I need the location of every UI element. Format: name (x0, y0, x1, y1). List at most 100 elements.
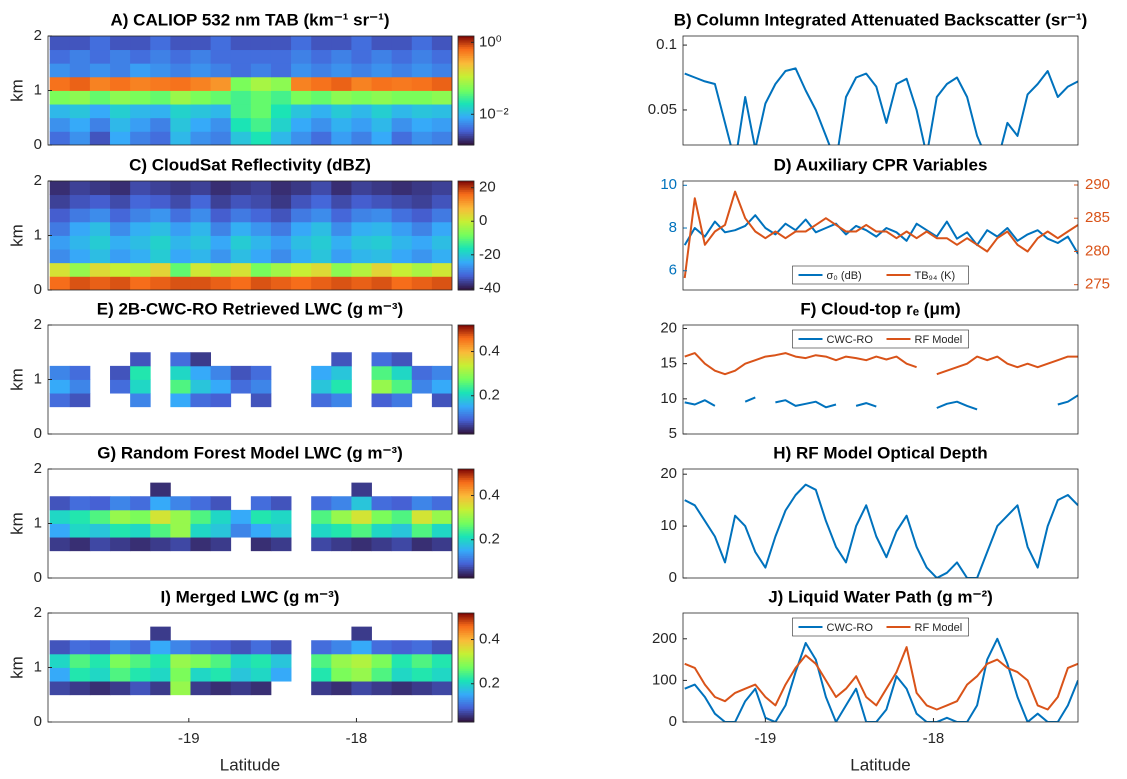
heatmap-cell (291, 221, 312, 236)
legend-label: RF Model (915, 334, 963, 346)
heatmap-cell (110, 509, 131, 524)
heatmap-cell (210, 117, 232, 132)
colorbar-segment (458, 213, 474, 217)
y-tick-label: 1 (34, 226, 42, 243)
y-tick-label: 0 (34, 569, 42, 586)
heatmap-cell (150, 194, 171, 209)
heatmap-cell (69, 393, 91, 408)
colorbar-segment (458, 141, 474, 144)
heatmap-cell (291, 131, 312, 145)
colorbar-frame (457, 324, 475, 435)
colorbar-segment (458, 264, 474, 267)
heatmap-cell (250, 235, 272, 250)
colorbar-segment (458, 195, 474, 198)
y-tick-label: 8 (669, 219, 677, 236)
colorbar-segment (458, 685, 474, 688)
colorbar-segment (458, 423, 474, 426)
colorbar-segment (458, 246, 474, 249)
heatmap-cell (391, 131, 413, 145)
panel-title: A) CALIOP 532 nm TAB (km⁻¹ sr⁻¹) (111, 10, 390, 29)
x-tick-label: -19 (178, 730, 200, 747)
heatmap-cell (230, 681, 252, 696)
colorbar-segment (458, 54, 474, 57)
colorbar-segment (458, 547, 474, 550)
heatmap-cell (391, 117, 413, 132)
colorbar-segment (458, 501, 474, 505)
heatmap-cell (331, 249, 352, 264)
heatmap-cell (210, 653, 232, 668)
heatmap-cell (190, 131, 212, 145)
data-line (684, 67, 1078, 145)
plot-frame (47, 324, 453, 435)
colorbar-segment (458, 712, 474, 716)
heatmap-cell (331, 276, 352, 290)
heatmap-cell (311, 63, 332, 78)
y-tick-label: 2 (34, 172, 42, 189)
heatmap-cell (411, 509, 433, 524)
y-axis-label: km (7, 656, 26, 679)
heatmap-cell (150, 249, 171, 264)
heatmap-cell (210, 208, 232, 223)
heatmap-cell (190, 181, 212, 196)
heatmap-cell (351, 76, 372, 91)
heatmap-cell (411, 104, 433, 119)
heatmap-cell (250, 194, 272, 209)
heatmap-cell (130, 208, 151, 223)
heatmap-cell (89, 104, 111, 119)
colorbar-segment (458, 692, 474, 696)
heatmap-cell (170, 681, 191, 696)
colorbar-tick-label: 0.4 (479, 487, 500, 504)
colorbar-segment (458, 86, 474, 90)
heatmap-cell (230, 49, 252, 64)
heatmap-cell (250, 379, 272, 394)
colorbar-segment (458, 114, 474, 117)
heatmap-cell (49, 537, 71, 552)
colorbar-segment (458, 428, 474, 431)
heatmap-cell (190, 208, 212, 223)
heatmap-cell (391, 352, 413, 367)
x-tick-label: -19 (755, 730, 777, 747)
heatmap-cell (311, 496, 332, 511)
heatmap-cell (69, 523, 91, 538)
heatmap-cell (170, 208, 191, 223)
heatmap-cell (170, 393, 191, 408)
colorbar-segment (458, 226, 474, 229)
heatmap-cell (230, 653, 252, 668)
colorbar-segment (458, 335, 474, 339)
heatmap-cell (411, 537, 433, 552)
heatmap-cell (351, 523, 372, 538)
heatmap-cell (391, 276, 413, 290)
heatmap-cell (230, 90, 252, 105)
heatmap-cell (210, 49, 232, 64)
heatmap-cell (291, 104, 312, 119)
heatmap-cell (331, 36, 352, 51)
heatmap-cell (371, 262, 393, 277)
heatmap-cell (170, 181, 191, 196)
heatmap-cell (391, 235, 413, 250)
heatmap-cell (250, 640, 272, 655)
colorbar-segment (458, 39, 474, 42)
colorbar-segment (458, 270, 474, 273)
heatmap-cell (270, 235, 292, 250)
colorbar-segment (458, 417, 474, 420)
heatmap-cell (331, 667, 352, 682)
heatmap-cell (391, 537, 413, 552)
y-tick-label: 0.1 (656, 36, 677, 53)
colorbar-segment (458, 75, 474, 79)
heatmap-cell (431, 276, 452, 290)
heatmap-cell (190, 352, 212, 367)
heatmap-cell (130, 352, 151, 367)
colorbar-segment (458, 134, 474, 137)
plot-frame (47, 180, 453, 291)
heatmap-cell (190, 379, 212, 394)
heatmap-cell (89, 181, 111, 196)
heatmap-cell (331, 63, 352, 78)
colorbar-segment (458, 556, 474, 559)
colorbar-segment (458, 132, 474, 135)
colorbar-segment (458, 640, 474, 643)
colorbar-segment (458, 224, 474, 227)
heatmap-cell (89, 667, 111, 682)
heatmap-cell (250, 393, 272, 408)
colorbar-segment (458, 228, 474, 231)
heatmap-cell (150, 208, 171, 223)
